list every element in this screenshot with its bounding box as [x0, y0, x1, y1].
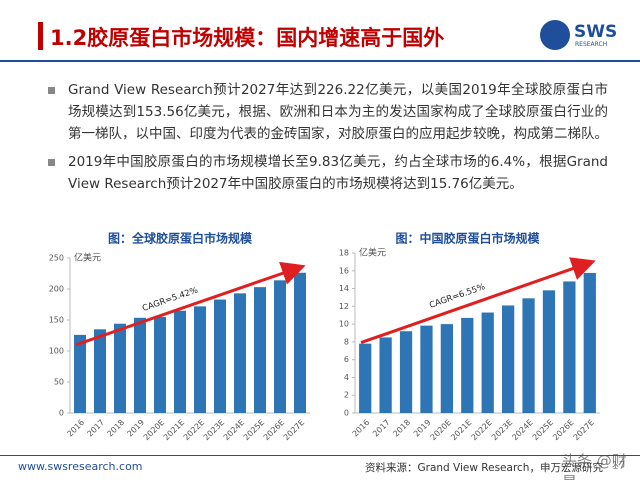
bar: [481, 312, 494, 413]
x-tick-label: 2018: [105, 418, 126, 439]
x-tick-label: 2017: [85, 418, 106, 439]
footer-rule: [0, 455, 640, 456]
x-tick-label: 2016: [65, 418, 86, 439]
bar: [214, 299, 226, 413]
logo-sub: RESEARCH: [575, 41, 608, 48]
y-tick-label: 0: [59, 409, 64, 418]
y-tick-label: 8: [344, 337, 349, 346]
bar: [502, 305, 515, 413]
x-tick-label: 2022E: [470, 418, 494, 442]
x-tick-label: 2023E: [202, 418, 226, 442]
bullet: Grand View Research预计2027年达到226.22亿美元，以美…: [48, 79, 608, 145]
x-tick-label: 2018: [391, 418, 412, 439]
x-tick-label: 2020E: [429, 418, 453, 442]
bullet: 2019年中国胶原蛋白的市场规模增长至9.83亿美元，约占全球市场的6.4%，根…: [48, 151, 608, 195]
bar: [440, 324, 453, 413]
chart-title: 图：中国胶原蛋白市场规模: [395, 231, 540, 246]
x-tick-label: 2022E: [182, 418, 206, 442]
bar: [563, 281, 576, 413]
x-tick-label: 2017: [371, 418, 392, 439]
bar: [420, 325, 433, 413]
x-tick-label: 2023E: [490, 418, 514, 442]
bar: [461, 317, 474, 413]
y-tick-label: 18: [339, 249, 349, 258]
page-number: 17: [612, 460, 626, 472]
x-tick-label: 2020E: [142, 418, 166, 442]
bar: [74, 334, 86, 413]
x-tick-label: 2026E: [551, 418, 575, 442]
x-tick-label: 2027E: [282, 418, 306, 442]
bar: [542, 290, 556, 413]
logo-mark: [540, 20, 570, 50]
unit-label: 亿美元: [74, 252, 101, 264]
logo-text: SWS: [574, 22, 618, 42]
y-tick-label: 2: [344, 391, 349, 400]
bar: [254, 287, 266, 413]
x-tick-label: 2016: [351, 418, 372, 439]
x-tick-label: 2024E: [222, 418, 246, 442]
bar: [379, 337, 392, 413]
y-tick-label: 50: [54, 378, 64, 387]
bar: [359, 343, 372, 413]
bar: [234, 293, 246, 413]
y-tick-label: 10: [339, 320, 349, 329]
x-tick-label: 2024E: [510, 418, 534, 442]
y-tick-label: 16: [339, 266, 349, 275]
trend-arrow: [75, 261, 306, 347]
title-accent: [38, 22, 43, 50]
footer-source: 资料来源：Grand View Research，申万宏源研究: [365, 462, 603, 474]
cagr-annotation: CAGR=5.42%: [141, 285, 199, 313]
bar: [134, 317, 146, 413]
y-tick-label: 250: [49, 254, 64, 263]
trend-arrow: [360, 257, 596, 345]
y-tick-label: 0: [344, 409, 349, 418]
bar: [174, 310, 186, 413]
y-tick-label: 6: [344, 355, 349, 364]
bar: [294, 272, 306, 413]
x-tick-label: 2025E: [531, 418, 555, 442]
cagr-annotation: CAGR=6.55%: [428, 282, 486, 311]
x-tick-label: 2021E: [162, 418, 186, 442]
y-tick-label: 150: [49, 316, 64, 325]
watermark: 头条 @财是: [562, 452, 627, 480]
y-tick-label: 14: [339, 284, 349, 293]
bar: [154, 316, 166, 413]
x-tick-label: 2021E: [449, 418, 473, 442]
bar: [399, 331, 413, 413]
bar: [94, 329, 106, 413]
chart-title: 图：全球胶原蛋白市场规模: [108, 231, 253, 246]
bar: [194, 306, 206, 413]
y-tick-label: 200: [49, 285, 64, 294]
bar: [114, 323, 126, 413]
bar: [583, 272, 596, 413]
header-rule: [0, 60, 640, 62]
y-tick-label: 4: [344, 373, 349, 382]
slide-title: 1.2胶原蛋白市场规模：国内增速高于国外: [50, 26, 445, 50]
unit-label: 亿美元: [359, 247, 386, 259]
x-tick-label: 2026E: [262, 418, 286, 442]
footer-url: www.swsresearch.com: [18, 460, 143, 473]
bar: [274, 280, 286, 413]
x-tick-label: 2027E: [572, 418, 596, 442]
bar: [522, 298, 535, 413]
x-tick-label: 2025E: [242, 418, 266, 442]
y-tick-label: 100: [49, 347, 64, 356]
bullet-list: Grand View Research预计2027年达到226.22亿美元，以美…: [48, 79, 608, 201]
y-tick-label: 12: [339, 302, 349, 311]
